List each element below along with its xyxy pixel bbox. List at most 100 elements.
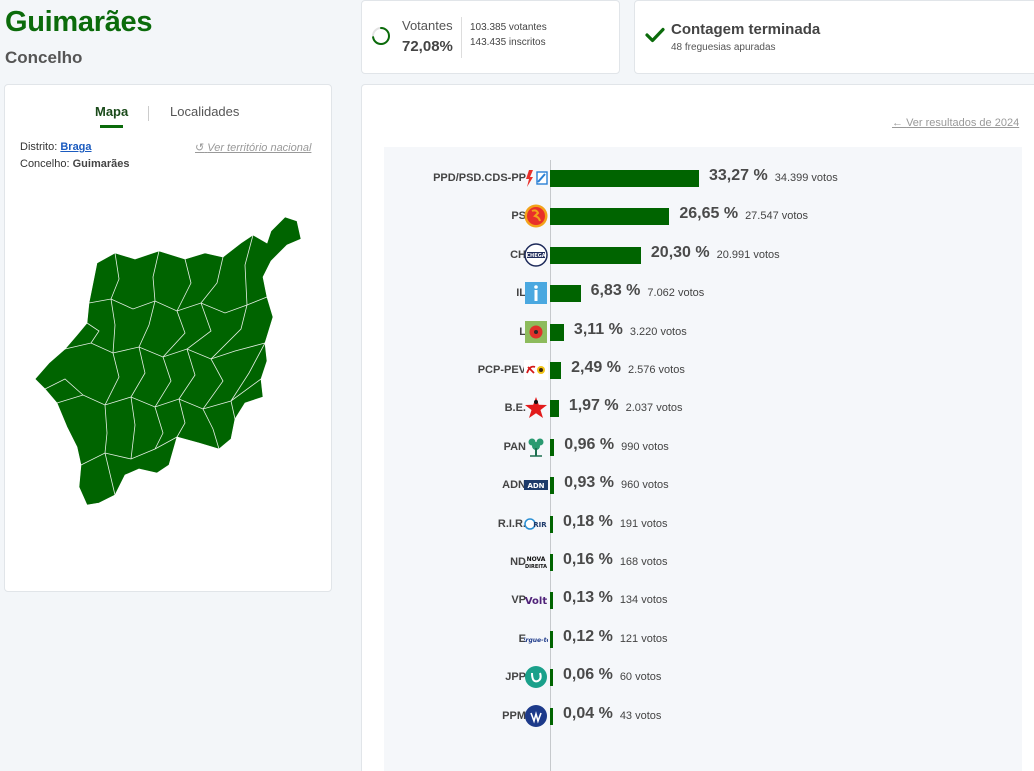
party-name: PAN — [503, 440, 526, 453]
result-bar — [550, 246, 641, 264]
result-percent: 0,96 % — [564, 435, 615, 453]
result-row: PPD/PSD.CDS-PP 33,27 % 34.399 votos — [384, 164, 1022, 194]
result-percent: 26,65 % — [679, 205, 739, 223]
result-bar — [550, 707, 553, 725]
party-name: IL — [516, 287, 526, 300]
result-percent: 0,06 % — [563, 666, 613, 684]
psd-cds-logo — [524, 166, 548, 190]
result-row: CH CHEGA 20,30 % 20.991 votos — [384, 241, 1022, 271]
livre-logo — [524, 320, 548, 344]
tab-divider — [148, 106, 149, 121]
rir-logo: RIR — [524, 512, 548, 536]
result-bar — [550, 323, 564, 341]
undo-icon: ↺ — [195, 142, 205, 154]
cdu-logo — [524, 358, 548, 382]
result-bar — [550, 669, 553, 687]
volt-logo: Volt — [524, 588, 548, 612]
result-bar — [550, 592, 553, 610]
result-bar — [550, 208, 670, 226]
voters-count: 103.385 votantes — [470, 22, 547, 33]
result-percent: 0,04 % — [563, 704, 613, 722]
result-percent: 3,11 % — [573, 320, 623, 338]
svg-text:Volt: Volt — [525, 596, 547, 607]
voters-card: Votantes 72,08% 103.385 votantes 143.435… — [361, 0, 620, 74]
results-chart: PPD/PSD.CDS-PP 33,27 % 34.399 votos PS 26,65… — [384, 147, 1022, 771]
party-name: L — [519, 325, 526, 338]
result-votes: 2.576 votos — [627, 364, 685, 376]
result-row: PS 26,65 % 27.547 votos — [384, 202, 1022, 232]
council-info: Concelho: Guimarães — [20, 158, 129, 170]
result-bar — [550, 400, 559, 418]
tab-localidades[interactable]: Localidades — [170, 104, 240, 119]
chart-axis-line — [550, 160, 551, 771]
result-percent: 2,49 % — [571, 359, 621, 376]
result-percent: 0,93 % — [564, 474, 614, 492]
previous-results-link[interactable]: ← Ver resultados de 2024 — [892, 117, 1019, 129]
party-name: PPM — [502, 709, 526, 722]
council-shape[interactable] — [35, 216, 302, 506]
council-map[interactable] — [35, 213, 305, 513]
result-row: EErgue-te 0,12 % 121 votos — [384, 625, 1022, 655]
nd-logo: NOVA DIREITA — [524, 550, 548, 574]
count-status-card: Contagem terminada 48 freguesias apurada… — [634, 0, 1034, 74]
result-votes: 990 votos — [621, 440, 669, 453]
result-votes: 27.547 votos — [745, 210, 809, 223]
result-votes: 121 votos — [619, 632, 668, 645]
result-row: IL 6,83 % 7.062 votos — [384, 279, 1022, 309]
district-link[interactable]: Braga — [60, 141, 92, 153]
count-status-title: Contagem terminada — [671, 21, 821, 38]
result-bar — [550, 515, 553, 533]
tab-map[interactable]: Mapa — [95, 104, 129, 128]
result-votes: 7.062 votos — [647, 287, 705, 300]
result-percent: 0,18 % — [563, 512, 613, 530]
turnout-ring-icon — [372, 27, 390, 45]
results-panel: ← Ver resultados de 2024 PPD/PSD.CDS-PP 3… — [361, 84, 1034, 771]
result-percent: 6,83 % — [590, 282, 641, 300]
party-name: E — [518, 632, 526, 645]
district-info: Distrito: Braga — [20, 141, 92, 153]
result-row: PAN 0,96 % 990 votos — [384, 433, 1022, 463]
party-name: CH — [510, 248, 526, 261]
page-subtitle: Concelho — [5, 48, 83, 67]
district-label: Distrito: — [20, 141, 58, 153]
national-territory-link[interactable]: ↺ Ver território nacional — [195, 141, 311, 154]
result-bar — [550, 630, 553, 648]
party-name: JPP — [505, 671, 526, 684]
result-votes: 191 votos — [619, 517, 668, 530]
result-bar — [550, 285, 581, 303]
result-votes: 60 votos — [619, 671, 662, 684]
result-votes: 2.037 votos — [625, 402, 683, 415]
svg-text:ADN: ADN — [527, 482, 544, 490]
national-territory-label: Ver território nacional — [207, 142, 312, 154]
result-votes: 43 votos — [619, 709, 662, 722]
party-name: VP — [511, 594, 526, 607]
check-icon — [645, 27, 665, 43]
result-bar — [550, 477, 555, 495]
registered-count: 143.435 inscritos — [470, 37, 546, 48]
result-percent: 0,16 % — [563, 551, 613, 568]
party-name: ND — [510, 556, 526, 568]
result-percent: 20,30 % — [650, 243, 710, 261]
result-percent: 0,12 % — [563, 627, 613, 645]
result-votes: 168 votos — [619, 556, 668, 568]
party-name: ADN — [502, 479, 526, 492]
svg-text:CHEGA: CHEGA — [526, 253, 545, 259]
ps-logo — [524, 204, 548, 228]
adn-logo: ADN — [524, 473, 548, 497]
result-row: ND NOVA DIREITA 0,16 % 168 votos — [384, 548, 1022, 578]
council-label: Concelho: — [20, 158, 70, 170]
result-row: VP Volt 0,13 % 134 votos — [384, 586, 1022, 616]
result-row: PPM 0,04 % 43 votos — [384, 702, 1022, 732]
council-value: Guimarães — [72, 158, 130, 170]
party-name: R.I.R. — [497, 517, 526, 530]
result-percent: 0,13 % — [563, 589, 613, 607]
be-logo — [524, 396, 548, 420]
result-row: B.E. 1,97 % 2.037 votos — [384, 394, 1022, 424]
result-row: R.I.R. RIR 0,18 % 191 votos — [384, 510, 1022, 540]
result-votes: 960 votos — [620, 479, 669, 492]
map-panel: Mapa Localidades Distrito: Braga Concelh… — [4, 84, 332, 592]
result-bar — [550, 438, 555, 456]
voters-percent: 72,08% — [402, 38, 453, 55]
